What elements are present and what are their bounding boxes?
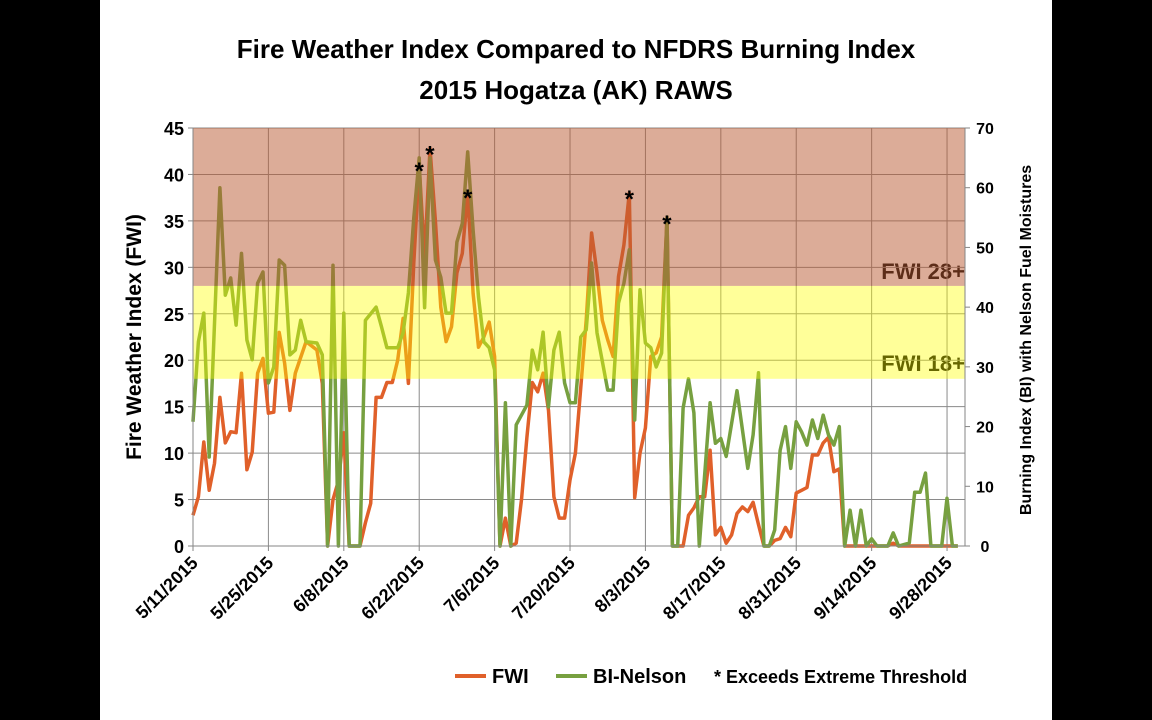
y2-tick-label: 20 xyxy=(976,420,994,437)
x-tick-label: 6/8/2015 xyxy=(289,553,353,617)
legend-label-fwi: FWI xyxy=(492,666,529,688)
y-tick-label: 25 xyxy=(164,305,184,325)
x-tick-label: 8/17/2015 xyxy=(659,553,730,624)
series-line-bi-nelson xyxy=(191,150,958,548)
y2-tick-label: 60 xyxy=(976,181,994,198)
y-axis-label: Fire Weather Index (FWI) xyxy=(123,214,146,460)
y2-tick-label: 30 xyxy=(976,360,994,377)
band-label-18: FWI 18+ xyxy=(881,351,965,376)
y2-tick-label: 10 xyxy=(976,479,994,496)
chart-subtitle: 2015 Hogatza (AK) RAWS xyxy=(419,75,733,105)
exceeds-threshold-asterisk: * xyxy=(425,141,435,168)
x-tick-label: 5/11/2015 xyxy=(132,553,202,623)
x-tick-label: 5/25/2015 xyxy=(206,553,277,624)
legend: FWI BI-Nelson * Exceeds Extreme Threshol… xyxy=(455,666,967,688)
y-tick-label: 20 xyxy=(164,351,184,371)
x-tick-label: 7/20/2015 xyxy=(508,553,579,624)
y-tick-label: 40 xyxy=(164,165,184,185)
y2-tick-label: 0 xyxy=(981,539,990,556)
exceeds-threshold-asterisk: * xyxy=(463,185,473,212)
legend-note: * Exceeds Extreme Threshold xyxy=(714,667,967,687)
annotations: *** ** xyxy=(415,141,673,238)
chart-title: Fire Weather Index Compared to NFDRS Bur… xyxy=(237,34,916,64)
x-tick-label: 8/3/2015 xyxy=(591,553,655,617)
band-fwi-18 xyxy=(193,285,965,379)
band-fwi-28 xyxy=(193,128,965,286)
x-tick-label: 9/28/2015 xyxy=(885,553,956,624)
y-tick-label: 10 xyxy=(164,444,184,464)
exceeds-threshold-asterisk: * xyxy=(662,211,672,238)
exceeds-threshold-asterisk: * xyxy=(625,186,635,213)
y-tick-label: 35 xyxy=(164,212,184,232)
x-tick-label: 6/22/2015 xyxy=(357,553,428,624)
series-lines xyxy=(191,146,958,548)
y-tick-label: 15 xyxy=(164,398,184,418)
y2-tick-label: 50 xyxy=(976,240,994,257)
y-tick-label: 0 xyxy=(174,537,184,557)
y-tick-label: 30 xyxy=(164,258,184,278)
y2-tick-label: 70 xyxy=(976,121,994,138)
x-tick-label: 7/6/2015 xyxy=(440,553,504,617)
exceeds-threshold-asterisk: * xyxy=(415,158,425,185)
x-tick-label: 8/31/2015 xyxy=(734,553,805,624)
y2-axis-label: Burning Index (BI) with Nelson Fuel Mois… xyxy=(1018,165,1035,515)
legend-label-bi: BI-Nelson xyxy=(593,666,686,688)
y-tick-label: 45 xyxy=(164,119,184,139)
y-tick-label: 5 xyxy=(174,491,184,511)
threshold-bands xyxy=(193,128,965,379)
y2-tick-label: 40 xyxy=(976,300,994,317)
x-tick-label: 9/14/2015 xyxy=(810,553,881,624)
